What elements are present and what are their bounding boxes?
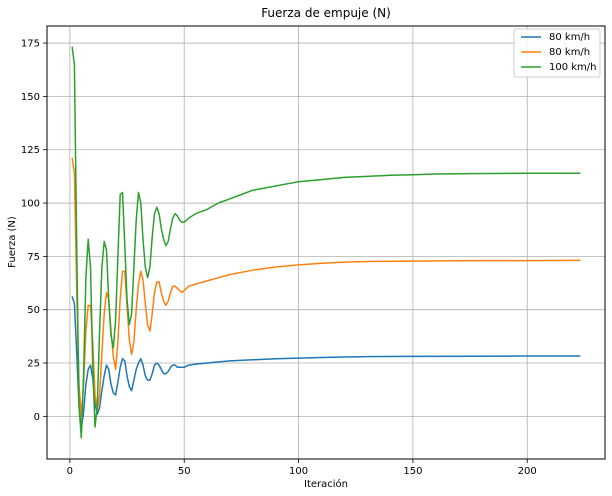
y-tick-label: 175 (21, 39, 40, 50)
plot-area-frame (46, 25, 606, 460)
series-line-3 (71, 46, 581, 439)
legend: 80 km/h 80 km/h 100 km/h (513, 28, 601, 78)
legend-label-2: 80 km/h (549, 47, 590, 58)
series-line-2 (71, 157, 581, 418)
y-tick-label: 0 (34, 412, 40, 423)
chart-title: Fuerza de empuje (N) (261, 6, 391, 20)
legend-label-1: 80 km/h (549, 32, 590, 43)
grid (47, 26, 605, 459)
x-tick-label: 100 (289, 466, 308, 477)
legend-box (513, 28, 601, 78)
x-tick-label: 200 (518, 466, 537, 477)
y-tick-label: 25 (27, 359, 40, 370)
y-tick-label: 75 (27, 252, 40, 263)
x-tick-label: 50 (178, 466, 191, 477)
axis-ticks: 0 50 100 150 200 0 25 50 75 100 125 150 175 (21, 39, 537, 477)
x-axis-label: Iteración (304, 478, 348, 490)
y-tick-label: 50 (27, 305, 40, 316)
x-tick-label: 150 (403, 466, 422, 477)
y-tick-label: 100 (21, 199, 40, 210)
y-tick-label: 150 (21, 92, 40, 103)
legend-label-3: 100 km/h (549, 62, 597, 73)
x-tick-label: 0 (67, 466, 73, 477)
y-tick-label: 125 (21, 145, 40, 156)
y-axis-label: Fuerza (N) (7, 216, 18, 268)
series-lines (71, 46, 581, 439)
